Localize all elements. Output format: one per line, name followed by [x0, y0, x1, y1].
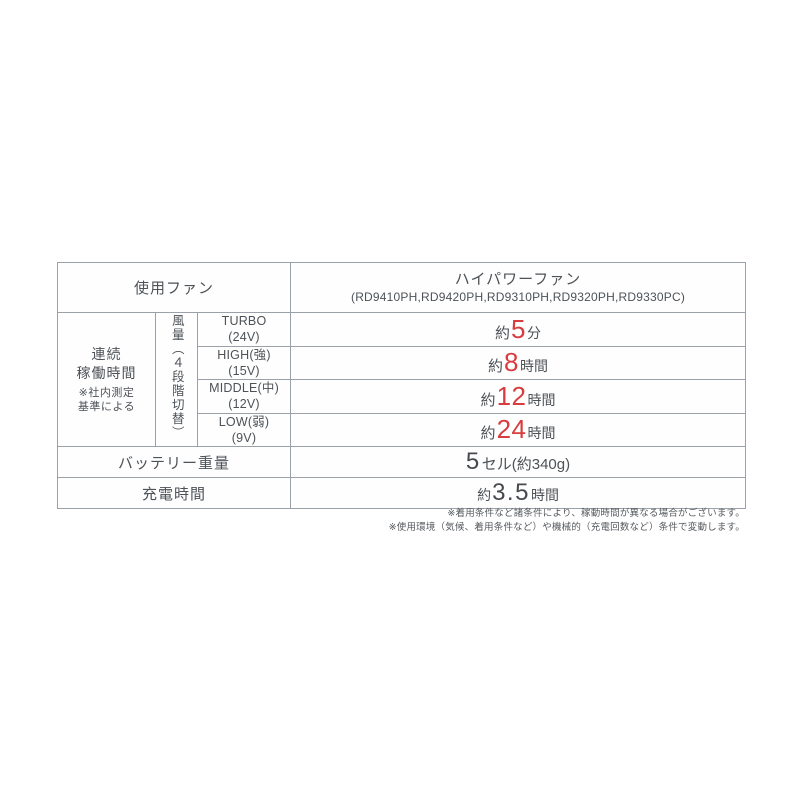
value-number: 5: [511, 313, 526, 344]
fan-label: 使用ファン: [134, 280, 215, 297]
value-middle: 約 12 時間: [291, 381, 745, 412]
value-prefix: 約: [488, 358, 504, 376]
operation-note: ※社内測定 基準による: [58, 386, 155, 415]
battery-row: バッテリー重量 5 セル(約340g): [56, 446, 747, 478]
mode-name: HIGH(強): [217, 347, 271, 362]
value-unit: 時間: [527, 425, 556, 442]
footnote-line-1: ※着用条件など諸条件により、稼動時間が異なる場合がございます。: [447, 508, 745, 519]
footnote-line-2: ※使用環境（気候、着用条件など）や機械的（充電回数など）条件で変動します。: [388, 522, 745, 534]
charge-value: 約 3.5 時間: [291, 479, 745, 507]
value-cell-high: 約 8 時間: [290, 345, 747, 380]
value-prefix: 約: [480, 425, 496, 443]
battery-label-cell: バッテリー重量: [56, 446, 292, 478]
operation-label: 連続 稼働時間: [58, 345, 155, 384]
operation-row-high: HIGH(強) (15V) 約 8 時間: [58, 345, 747, 380]
charge-value-cell: 約 3.5 時間: [290, 477, 747, 509]
mode-cell-middle: MIDDLE(中) (12V): [196, 379, 292, 414]
mode-name: TURBO: [221, 314, 267, 328]
value-unit: 時間: [520, 358, 548, 375]
operation-row-turbo: 連続 稼働時間 ※社内測定 基準による 風量（４段階切替） TURBO (24V…: [57, 312, 747, 447]
operation-row-low: LOW(弱) (9V) 約 24 時間: [58, 412, 747, 447]
value-prefix: 約: [495, 324, 511, 342]
battery-value-cell: 5 セル(約340g): [290, 446, 747, 478]
mode-voltage: (15V): [228, 363, 260, 378]
charge-label-cell: 充電時間: [56, 477, 292, 509]
airflow-label-cell: 風量（４段階切替）: [155, 312, 198, 447]
mode-voltage: (24V): [228, 330, 260, 345]
fan-value-cell: ハイパワーファン (RD9410PH,RD9420PH,RD9310PH,RD9…: [290, 262, 747, 313]
value-cell-low: 約 24 時間: [290, 412, 747, 447]
value-number: 12: [496, 380, 527, 411]
value-number: 8: [504, 347, 519, 378]
value-unit: 分: [527, 324, 541, 341]
mode-cell-turbo: TURBO (24V): [196, 312, 292, 347]
fan-label-cell: 使用ファン: [56, 262, 292, 313]
operation-note-line2: 基準による: [77, 401, 136, 414]
operation-label-line1: 連続: [91, 345, 122, 362]
value-cell-turbo: 約 5 分: [290, 312, 747, 347]
charge-hours: 3.5: [492, 479, 530, 506]
mode-cell-low: LOW(弱) (9V): [196, 412, 292, 447]
value-prefix: 約: [477, 487, 492, 503]
fan-models: (RD9410PH,RD9420PH,RD9310PH,RD9320PH,RD9…: [351, 289, 686, 304]
charge-row: 充電時間 約 3.5 時間: [56, 477, 747, 509]
value-high: 約 8 時間: [291, 347, 745, 378]
value-unit: 時間: [527, 391, 556, 408]
operation-label-line2: 稼働時間: [76, 365, 137, 382]
mode-name: MIDDLE(中): [209, 381, 279, 395]
battery-weight-detail: セル(約340g): [481, 456, 571, 473]
value-unit: 時間: [530, 487, 559, 503]
value-low: 約 24 時間: [291, 414, 745, 445]
value-number: 24: [496, 414, 527, 445]
battery-value: 5 セル(約340g): [291, 448, 745, 476]
mode-voltage: (9V): [231, 430, 257, 445]
mode-voltage: (12V): [228, 397, 260, 412]
value-turbo: 約 5 分: [291, 314, 745, 345]
operation-label-cell: 連続 稼働時間 ※社内測定 基準による: [57, 312, 156, 447]
footnotes: ※着用条件など諸条件により、稼動時間が異なる場合がございます。 ※使用環境（気候…: [389, 507, 745, 536]
operation-row-middle: MIDDLE(中) (12V) 約 12 時間: [58, 379, 747, 414]
mode-name: LOW(弱): [218, 414, 270, 429]
value-cell-middle: 約 12 時間: [290, 379, 747, 414]
fan-row: 使用ファン ハイパワーファン (RD9410PH,RD9420PH,RD9310…: [56, 262, 747, 313]
operation-note-line1: ※社内測定: [78, 386, 135, 399]
mode-cell-high: HIGH(強) (15V): [196, 345, 292, 380]
charge-label: 充電時間: [142, 485, 207, 503]
value-prefix: 約: [480, 391, 496, 409]
battery-cell-count: 5: [465, 448, 481, 475]
airflow-label: 風量（４段階切替）: [169, 314, 184, 440]
battery-label: バッテリー重量: [118, 454, 231, 472]
spec-table: 使用ファン ハイパワーファン (RD9410PH,RD9420PH,RD9310…: [56, 262, 747, 509]
fan-name: ハイパワーファン: [454, 271, 582, 289]
